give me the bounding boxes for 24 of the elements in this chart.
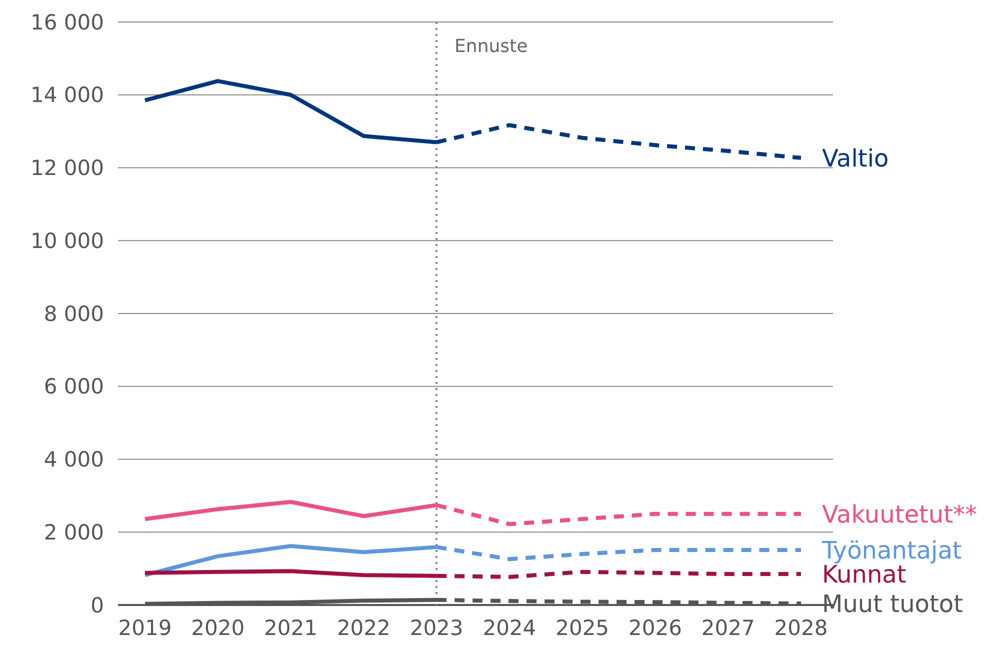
- x-tick-label: 2025: [556, 616, 610, 640]
- text: Vakuutetut**: [822, 500, 978, 528]
- x-tick-label: 2028: [774, 616, 828, 640]
- y-tick-label: 6 000: [44, 374, 104, 399]
- y-tick-label: 12 000: [30, 156, 104, 180]
- x-tick-label: 2019: [118, 616, 172, 640]
- y-tick-label: 4 000: [44, 448, 104, 472]
- text: Valtio: [822, 144, 889, 172]
- x-tick-label: 2021: [264, 616, 318, 640]
- y-tick-label: 10 000: [30, 228, 104, 253]
- y-tick-label: 2 000: [44, 520, 104, 544]
- x-tick-label: 2020: [191, 616, 245, 640]
- y-tick-label: 14 000: [30, 83, 104, 108]
- text: Työnantajat: [821, 536, 962, 564]
- x-tick-label: 2022: [336, 616, 390, 640]
- x-tick-label: 2024: [482, 616, 536, 640]
- y-tick-label: 8 000: [44, 302, 104, 326]
- x-tick-label: 2026: [628, 616, 682, 640]
- text: Muut tuotot: [822, 590, 963, 618]
- ref-line-label: Ennuste: [454, 36, 528, 57]
- y-tick-label: 0: [90, 593, 104, 618]
- x-tick-label: 2027: [701, 616, 755, 640]
- x-tick-label: 2023: [410, 616, 464, 640]
- y-tick-label: 16 000: [30, 10, 104, 34]
